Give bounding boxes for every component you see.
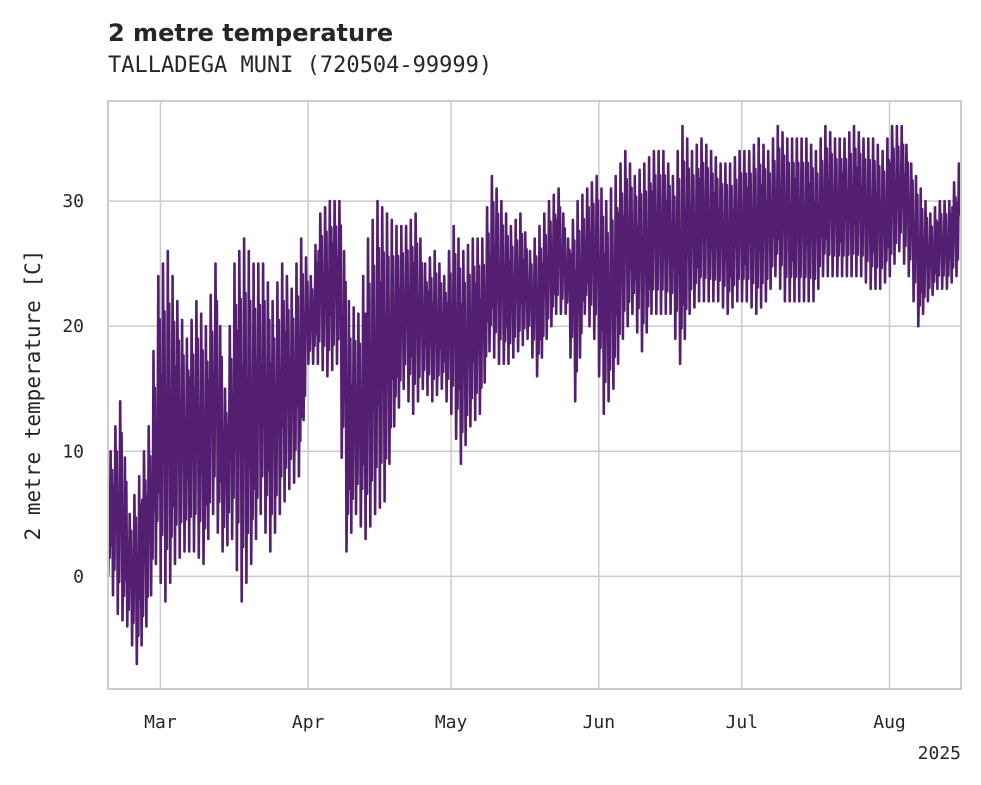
temperature-series-line — [106, 124, 962, 666]
y-tick-label: 0 — [73, 566, 84, 587]
series-layer — [106, 124, 962, 666]
y-axis-label: 2 metre temperature [C] — [21, 250, 45, 541]
y-tick-label: 30 — [62, 191, 84, 212]
y-tick-label: 20 — [62, 316, 84, 337]
y-tick-label: 10 — [62, 441, 84, 462]
x-axis-ticks: Mar Apr May Jun Jul Aug — [144, 712, 906, 733]
plot-frame — [107, 100, 962, 690]
x-tick-label: Aug — [873, 712, 906, 733]
y-axis-ticks: 0 10 20 30 — [62, 191, 84, 587]
x-tick-label: Apr — [292, 712, 325, 733]
x-tick-label: Jul — [726, 712, 759, 733]
x-year-label: 2025 — [918, 743, 961, 764]
x-tick-label: Jun — [583, 712, 616, 733]
x-tick-label: Mar — [144, 712, 177, 733]
chart-subtitle: TALLADEGA MUNI (720504-99999) — [108, 53, 492, 78]
chart-title: 2 metre temperature — [108, 19, 393, 47]
x-tick-label: May — [435, 712, 468, 733]
